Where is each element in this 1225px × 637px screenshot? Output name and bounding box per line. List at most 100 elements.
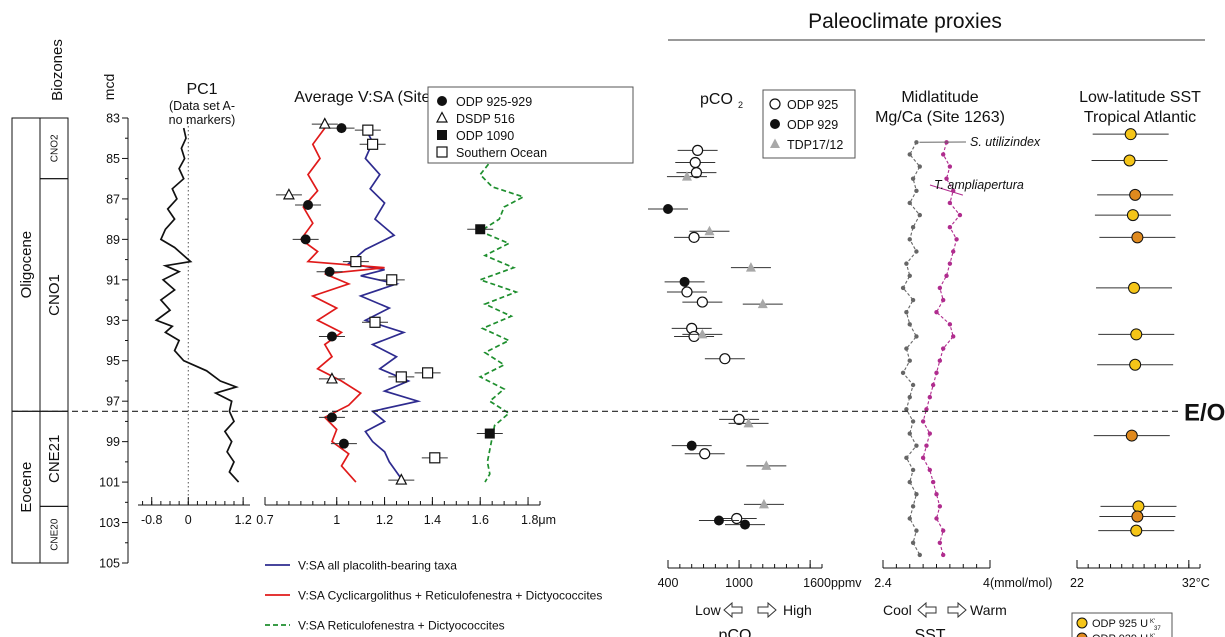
data-point-open-circle: [689, 156, 701, 169]
depth-tick-label: 97: [106, 395, 120, 409]
biozone-label: CNE21: [46, 435, 63, 483]
mgca-data-point: [954, 237, 959, 242]
group-title: Paleoclimate proxies: [808, 10, 1002, 33]
mgca-data-point: [914, 443, 919, 448]
data-point-colored-circle: [1125, 429, 1138, 442]
depth-tick-label: 95: [106, 354, 120, 368]
data-point-open-triangle: [395, 473, 408, 485]
vsa-legend-entry: ODP 1090: [456, 129, 514, 143]
series-legend-label: V:SA all placolith-bearing taxa: [298, 559, 457, 573]
x-tick-label: 1.2: [376, 513, 393, 527]
data-point-filled-circle: [663, 204, 673, 215]
data-point-open-triangle: [436, 111, 448, 123]
depth-tick-label: 89: [106, 233, 120, 247]
pco2-high-label: High: [783, 602, 812, 618]
mgca-data-point: [904, 455, 909, 461]
mgca-data-point: [907, 431, 912, 436]
mgca-label-leader-1: [929, 184, 964, 196]
mgca-data-point: [914, 140, 919, 145]
mgca-cool-label: Cool: [883, 602, 912, 618]
data-point-open-circle: [769, 98, 781, 110]
data-point-colored-circle: [1132, 500, 1145, 513]
biozone-box: [39, 505, 69, 564]
mgca-warm-label: Warm: [970, 602, 1007, 618]
sst-legend-entry: ODP 929 U: [1092, 633, 1148, 637]
data-point-colored-circle: [1130, 328, 1143, 341]
vsa-legend-entry: ODP 925-929: [456, 95, 532, 109]
pco2-low-label: Low: [695, 602, 722, 618]
biozone-label: CNE20: [50, 518, 61, 551]
mgca-data-point: [947, 322, 953, 327]
data-point-filled-circle: [338, 438, 349, 449]
mgca-data-point: [914, 528, 919, 533]
data-point-filled-circle: [686, 440, 697, 451]
data-point-filled-square: [484, 428, 495, 439]
data-point-gray-triangle: [757, 298, 768, 309]
mgca-data-point: [907, 322, 912, 327]
depth-tick-label: 93: [106, 314, 120, 328]
mgca-data-point: [904, 346, 909, 351]
vsa-legend-entry: Southern Ocean: [456, 146, 547, 160]
vsa-legend-box: [427, 86, 634, 164]
mgca-data-point: [904, 309, 909, 315]
data-point-filled-circle: [324, 266, 335, 277]
mgca-data-point: [937, 285, 943, 291]
mgca-data-point: [947, 225, 953, 230]
mgca-data-point: [914, 492, 919, 497]
mgca-data-point: [917, 552, 922, 558]
mgca-data-point: [947, 261, 953, 266]
mgca-data-point: [957, 212, 963, 218]
mgca-series-line-0: [902, 142, 921, 556]
data-point-open-triangle: [325, 372, 338, 384]
mgca-title: Midlatitude: [901, 89, 978, 106]
mgca-data-point: [944, 176, 949, 181]
data-point-filled-circle: [679, 276, 690, 287]
mgca-data-point: [900, 370, 906, 376]
data-point-open-circle: [733, 413, 745, 425]
x-tick-label: 1.8μm: [521, 513, 556, 527]
biozones-heading: Biozones: [49, 39, 66, 101]
depth-tick-label: 87: [106, 192, 120, 206]
data-point-open-triangle: [318, 117, 331, 129]
depth-tick-label: 91: [106, 273, 120, 287]
mgca-data-point: [924, 443, 929, 448]
vsa-legend-entry: DSDP 516: [456, 112, 515, 126]
data-point-filled-square: [437, 130, 447, 140]
sst-legend-swatch: [1076, 632, 1088, 637]
mgca-data-point: [924, 407, 929, 412]
mgca-data-point: [940, 528, 946, 533]
mgca-data-point: [940, 152, 946, 157]
data-point-open-square: [422, 367, 434, 379]
pc1-subtitle: no markers): [169, 113, 236, 127]
data-point-colored-circle: [1131, 231, 1144, 244]
mgca-data-point: [937, 540, 943, 545]
epoch-label: Eocene: [18, 462, 35, 513]
mcd-heading: mcd: [101, 74, 117, 100]
data-point-open-square: [436, 146, 448, 158]
mgca-data-point: [907, 200, 912, 206]
mgca-data-point: [907, 479, 912, 485]
mgca-data-point: [934, 309, 939, 315]
depth-tick-label: 101: [99, 476, 120, 490]
mgca-data-point: [927, 394, 933, 400]
data-point-open-circle: [731, 512, 743, 525]
x-tick-label: 1000: [725, 576, 753, 590]
data-point-open-circle: [690, 167, 703, 179]
sst-title: Tropical Atlantic: [1084, 109, 1196, 126]
mgca-data-point: [947, 164, 953, 169]
data-point-colored-circle: [1129, 188, 1142, 201]
data-point-filled-circle: [740, 519, 750, 530]
mgca-data-point: [910, 225, 916, 230]
data-point-filled-circle: [326, 412, 337, 423]
mgca-data-point: [934, 370, 939, 376]
mgca-label-ampliapertura: T. ampliapertura: [934, 178, 1024, 192]
vsa-series-line-1: [299, 127, 385, 483]
epoch-label: Oligocene: [18, 231, 35, 299]
pc1-subtitle: (Data set A-: [169, 99, 235, 113]
sst-legend-box: [1071, 612, 1173, 637]
data-point-open-circle: [681, 286, 693, 298]
data-point-colored-circle: [1128, 281, 1141, 294]
data-point-filled-circle: [713, 515, 724, 526]
x-tick-label: 0: [185, 513, 192, 527]
mgca-data-point: [914, 249, 919, 254]
